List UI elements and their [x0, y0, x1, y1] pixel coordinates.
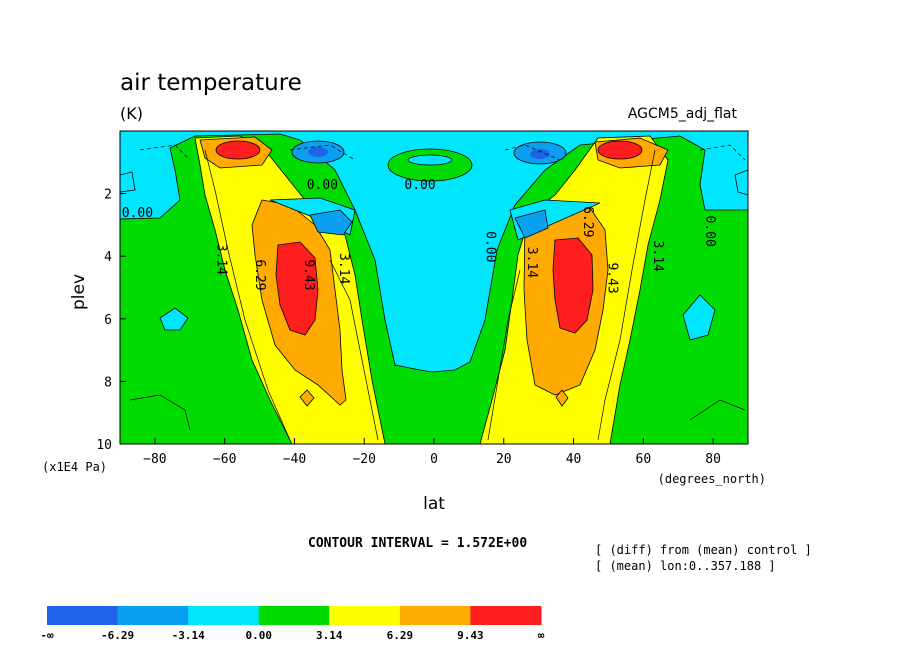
x-tick-label: 60	[636, 452, 652, 467]
x-tick-label: 0	[430, 452, 438, 467]
contour-fill-red-left	[275, 241, 319, 336]
colorbar-label: -6.29	[101, 629, 134, 642]
y-tick-label: 6	[104, 313, 112, 328]
x-tick-label: 40	[566, 452, 582, 467]
contour-fill-red-top-right	[597, 140, 643, 160]
colorbar-swatch	[258, 606, 330, 625]
colorbar: -∞ -6.29 -3.14 0.00 3.14 6.29 9.43 ∞	[40, 606, 545, 642]
x-tick-label: −40	[283, 452, 306, 467]
contour-fill-red-right	[552, 237, 594, 334]
colorbar-label: 6.29	[387, 629, 414, 642]
colorbar-label: -3.14	[172, 629, 205, 642]
contour-label: 6.29	[252, 259, 267, 290]
contour-fill-red-top-left	[215, 140, 261, 160]
x-tick-label: 20	[496, 452, 512, 467]
contour-label: 9.43	[604, 262, 619, 293]
contour-fill-orange-island-left	[299, 389, 315, 407]
contour-label: 0.00	[122, 206, 153, 221]
contour-interval-label: CONTOUR INTERVAL = 1.572E+00	[308, 536, 527, 551]
contour-labels: 0.00 0.00 0.00 0.00 0.00 3.14 6.29 9.43 3.14 3.14…	[122, 178, 717, 294]
contour-fill-blue-right	[514, 209, 549, 239]
colorbar-label: -∞	[40, 629, 54, 642]
colorbar-swatch	[188, 606, 260, 625]
contour-fill-darkblue-top-left	[308, 147, 328, 157]
contour-label: 0.00	[404, 178, 435, 193]
x-tick-label: −60	[213, 452, 236, 467]
contour-fill-blue-left	[309, 209, 353, 236]
colorbar-label: 0.00	[245, 629, 272, 642]
colorbar-swatch	[329, 606, 401, 625]
y-axis: 2 4 6 8 10	[96, 188, 126, 453]
x-tick-label: −80	[143, 452, 166, 467]
colorbar-label: ∞	[538, 629, 545, 642]
contour-fill-cyan-edge-left	[119, 171, 136, 193]
y-tick-label: 10	[96, 438, 112, 453]
plot-area: 0.00 0.00 0.00 0.00 0.00 3.14 6.29 9.43 3.14 3.14…	[119, 130, 749, 445]
contour-fill-orange-island-right	[555, 389, 569, 407]
colorbar-label: 3.14	[316, 629, 343, 642]
contour-label: 0.00	[307, 178, 338, 193]
y-tick-label: 2	[104, 188, 112, 203]
contour-label: 0.00	[702, 216, 717, 247]
contour-fill-cyan-blob-left	[159, 307, 189, 331]
colorbar-label: 9.43	[457, 629, 484, 642]
x-tick-label: 80	[705, 452, 721, 467]
x-axis: −80 −60 −40 −20 0 20 40 60 80	[143, 438, 721, 467]
contour-label: 3.14	[336, 253, 351, 284]
contour-fill-cyan-top-center	[407, 154, 453, 166]
contour-label: 0.00	[482, 231, 497, 262]
y-axis-label: plev	[69, 274, 89, 310]
y-tick-label: 8	[104, 375, 112, 390]
colorbar-swatch	[399, 606, 471, 625]
dataset-label: AGCM5_adj_flat	[628, 106, 738, 122]
x-units-label: (degrees_north)	[658, 472, 766, 486]
note-diff: [ (diff) from (mean) control ]	[595, 543, 812, 557]
colorbar-swatch	[470, 606, 542, 625]
y-units-label: (x1E4 Pa)	[42, 460, 107, 474]
x-axis-label: lat	[423, 494, 445, 514]
chart-title: air temperature	[120, 70, 302, 96]
chart-units: (K)	[120, 104, 143, 123]
contour-label: 9.43	[301, 259, 316, 290]
colorbar-swatch	[47, 606, 119, 625]
y-tick-label: 4	[104, 250, 112, 265]
contour-label: 3.14	[214, 244, 229, 275]
contour-label: 3.14	[524, 247, 539, 278]
contour-label: 6.29	[580, 206, 595, 237]
contour-fill-darkblue-top-right	[530, 149, 550, 159]
contour-lines	[129, 144, 746, 441]
contour-label: 3.14	[650, 241, 665, 272]
contour-fill-cyan-blob-right	[682, 294, 716, 341]
note-mean: [ (mean) lon:0..357.188 ]	[595, 559, 776, 573]
x-tick-label: −20	[352, 452, 375, 467]
colorbar-swatch	[117, 606, 189, 625]
